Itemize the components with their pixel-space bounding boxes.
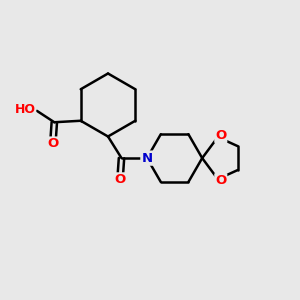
Text: O: O bbox=[114, 173, 126, 186]
Text: O: O bbox=[215, 129, 226, 142]
Text: N: N bbox=[141, 152, 153, 165]
Text: O: O bbox=[47, 137, 58, 150]
Text: N: N bbox=[141, 152, 153, 165]
Text: O: O bbox=[215, 174, 226, 187]
Text: HO: HO bbox=[14, 103, 35, 116]
